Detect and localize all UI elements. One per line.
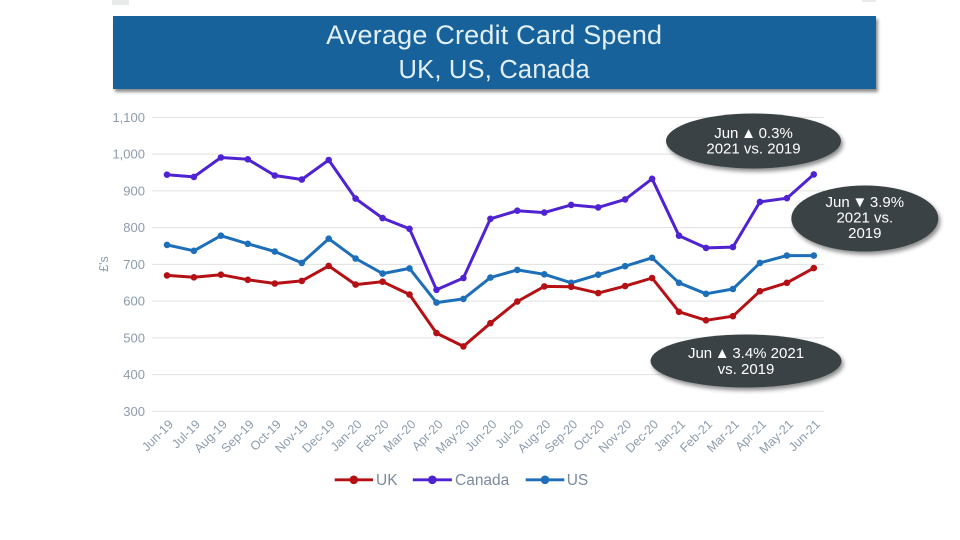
svg-text:900: 900 xyxy=(123,183,145,198)
svg-text:Jun ▼ 3.9%: Jun ▼ 3.9% xyxy=(826,194,905,211)
svg-text:500: 500 xyxy=(123,330,145,345)
svg-text:400: 400 xyxy=(123,367,145,382)
svg-text:2021 vs.: 2021 vs. xyxy=(836,210,893,227)
svg-text:US: US xyxy=(567,472,589,489)
svg-text:1,100: 1,100 xyxy=(112,110,145,125)
svg-text:Jun ▲ 0.3%: Jun ▲ 0.3% xyxy=(714,125,793,142)
svg-text:2019: 2019 xyxy=(848,225,881,242)
svg-text:2021 vs. 2019: 2021 vs. 2019 xyxy=(706,141,800,158)
svg-text:Jun-19: Jun-19 xyxy=(139,417,176,454)
svg-text:Canada: Canada xyxy=(455,472,510,489)
svg-text:£'s: £'s xyxy=(97,256,111,272)
svg-text:700: 700 xyxy=(123,257,145,272)
svg-text:300: 300 xyxy=(123,404,145,419)
svg-text:1,000: 1,000 xyxy=(112,147,145,162)
svg-text:800: 800 xyxy=(123,220,145,235)
svg-text:vs. 2019: vs. 2019 xyxy=(718,361,775,378)
svg-text:Jun ▲ 3.4% 2021: Jun ▲ 3.4% 2021 xyxy=(688,345,804,362)
svg-text:600: 600 xyxy=(123,294,145,309)
svg-text:UK: UK xyxy=(376,472,398,489)
